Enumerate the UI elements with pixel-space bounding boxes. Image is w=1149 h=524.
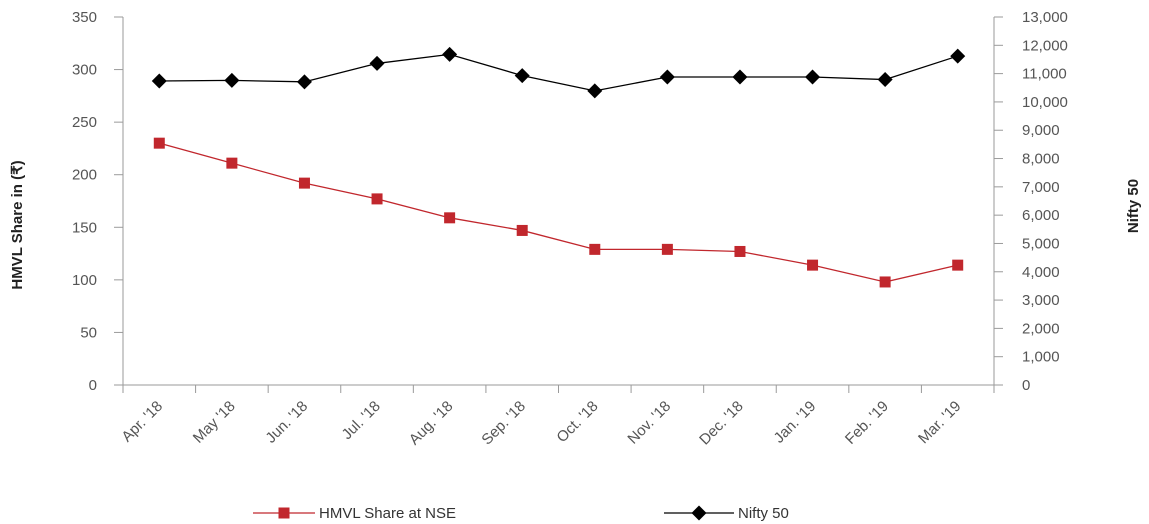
y-tick-label-right: 4,000 — [1022, 264, 1060, 281]
data-point-square — [661, 243, 673, 255]
data-point-diamond — [950, 48, 966, 64]
y-tick-label-right: 11,000 — [1022, 66, 1067, 83]
y-tick-label-right: 0 — [1022, 377, 1030, 394]
data-point-diamond — [369, 55, 385, 71]
data-point-square — [952, 259, 964, 271]
data-point-square — [153, 137, 165, 149]
y-tick-label-left: 50 — [80, 324, 97, 341]
y-tick-label-left: 100 — [72, 272, 97, 289]
series-line — [159, 142, 958, 283]
y-tick-label-right: 5,000 — [1022, 235, 1060, 252]
data-point-square — [444, 212, 456, 224]
data-point-diamond — [296, 74, 312, 90]
data-point-diamond — [659, 69, 675, 85]
data-point-diamond — [514, 68, 530, 84]
data-point-diamond — [151, 73, 167, 89]
x-tick-label: Feb. '19 — [842, 398, 892, 448]
y-tick-label-right: 7,000 — [1022, 179, 1060, 196]
y-tick-label-left: 150 — [72, 219, 97, 236]
legend: HMVL Share at NSE Nifty 50 — [253, 505, 789, 522]
data-point-square — [807, 259, 819, 271]
legend-label: HMVL Share at NSE — [319, 505, 456, 522]
x-tick-label: Jan. '19 — [771, 398, 820, 447]
y-tick-label-left: 0 — [89, 377, 97, 394]
x-tick-label: Mar. '19 — [915, 398, 964, 447]
data-point-diamond — [587, 83, 603, 99]
x-tick-label: Sep. '18 — [478, 398, 529, 449]
axes — [114, 16, 1003, 393]
y-tick-label-right: 6,000 — [1022, 207, 1060, 224]
y-tick-label-right: 1,000 — [1022, 349, 1060, 366]
y-axis-title-right: Nifty 50 — [1125, 179, 1142, 233]
data-point-diamond — [805, 69, 821, 85]
data-point-square — [589, 243, 601, 255]
data-point-square — [371, 193, 383, 205]
data-point-square — [226, 157, 238, 169]
legend-marker — [691, 505, 707, 521]
data-point-square — [879, 276, 891, 288]
y-tick-label-right: 8,000 — [1022, 151, 1060, 168]
x-tick-label: Dec. '18 — [696, 398, 747, 449]
y-tick-label-right: 3,000 — [1022, 292, 1060, 309]
y-tick-label-left: 200 — [72, 167, 97, 184]
data-point-square — [734, 245, 746, 257]
series-layer — [151, 46, 966, 288]
x-tick-label: Nov. '18 — [624, 398, 674, 448]
x-tick-label: May '18 — [190, 398, 239, 447]
x-tick-label: Jul. '18 — [339, 398, 384, 443]
y-tick-label-right: 10,000 — [1022, 94, 1068, 111]
y-axis-title-left: HMVL Share in (₹) — [9, 160, 26, 289]
x-tick-label: Oct. '18 — [553, 398, 601, 446]
data-point-diamond — [732, 69, 748, 85]
y-tick-label-left: 300 — [72, 62, 97, 79]
y-tick-label-left: 250 — [72, 114, 97, 131]
tick-labels: 0 50 100 150 200 250 300 350 0 1,000 2,000 3,000 4,0… — [72, 9, 1068, 448]
y-tick-label-left: 350 — [72, 9, 97, 26]
data-point-diamond — [877, 72, 893, 88]
data-point-square — [298, 177, 310, 189]
x-tick-label: Jun. '18 — [262, 398, 311, 447]
x-tick-label: Aug. '18 — [406, 398, 457, 449]
data-point-diamond — [442, 46, 458, 62]
y-tick-label-right: 9,000 — [1022, 122, 1060, 139]
series-line — [159, 53, 958, 92]
legend-label: Nifty 50 — [738, 505, 789, 522]
data-point-square — [516, 224, 528, 236]
x-tick-label: Apr. '18 — [118, 398, 166, 446]
y-tick-label-right: 13,000 — [1022, 9, 1068, 26]
legend-marker — [278, 507, 290, 519]
y-tick-label-right: 12,000 — [1022, 37, 1068, 54]
y-tick-label-right: 2,000 — [1022, 320, 1060, 337]
data-point-diamond — [224, 72, 240, 88]
